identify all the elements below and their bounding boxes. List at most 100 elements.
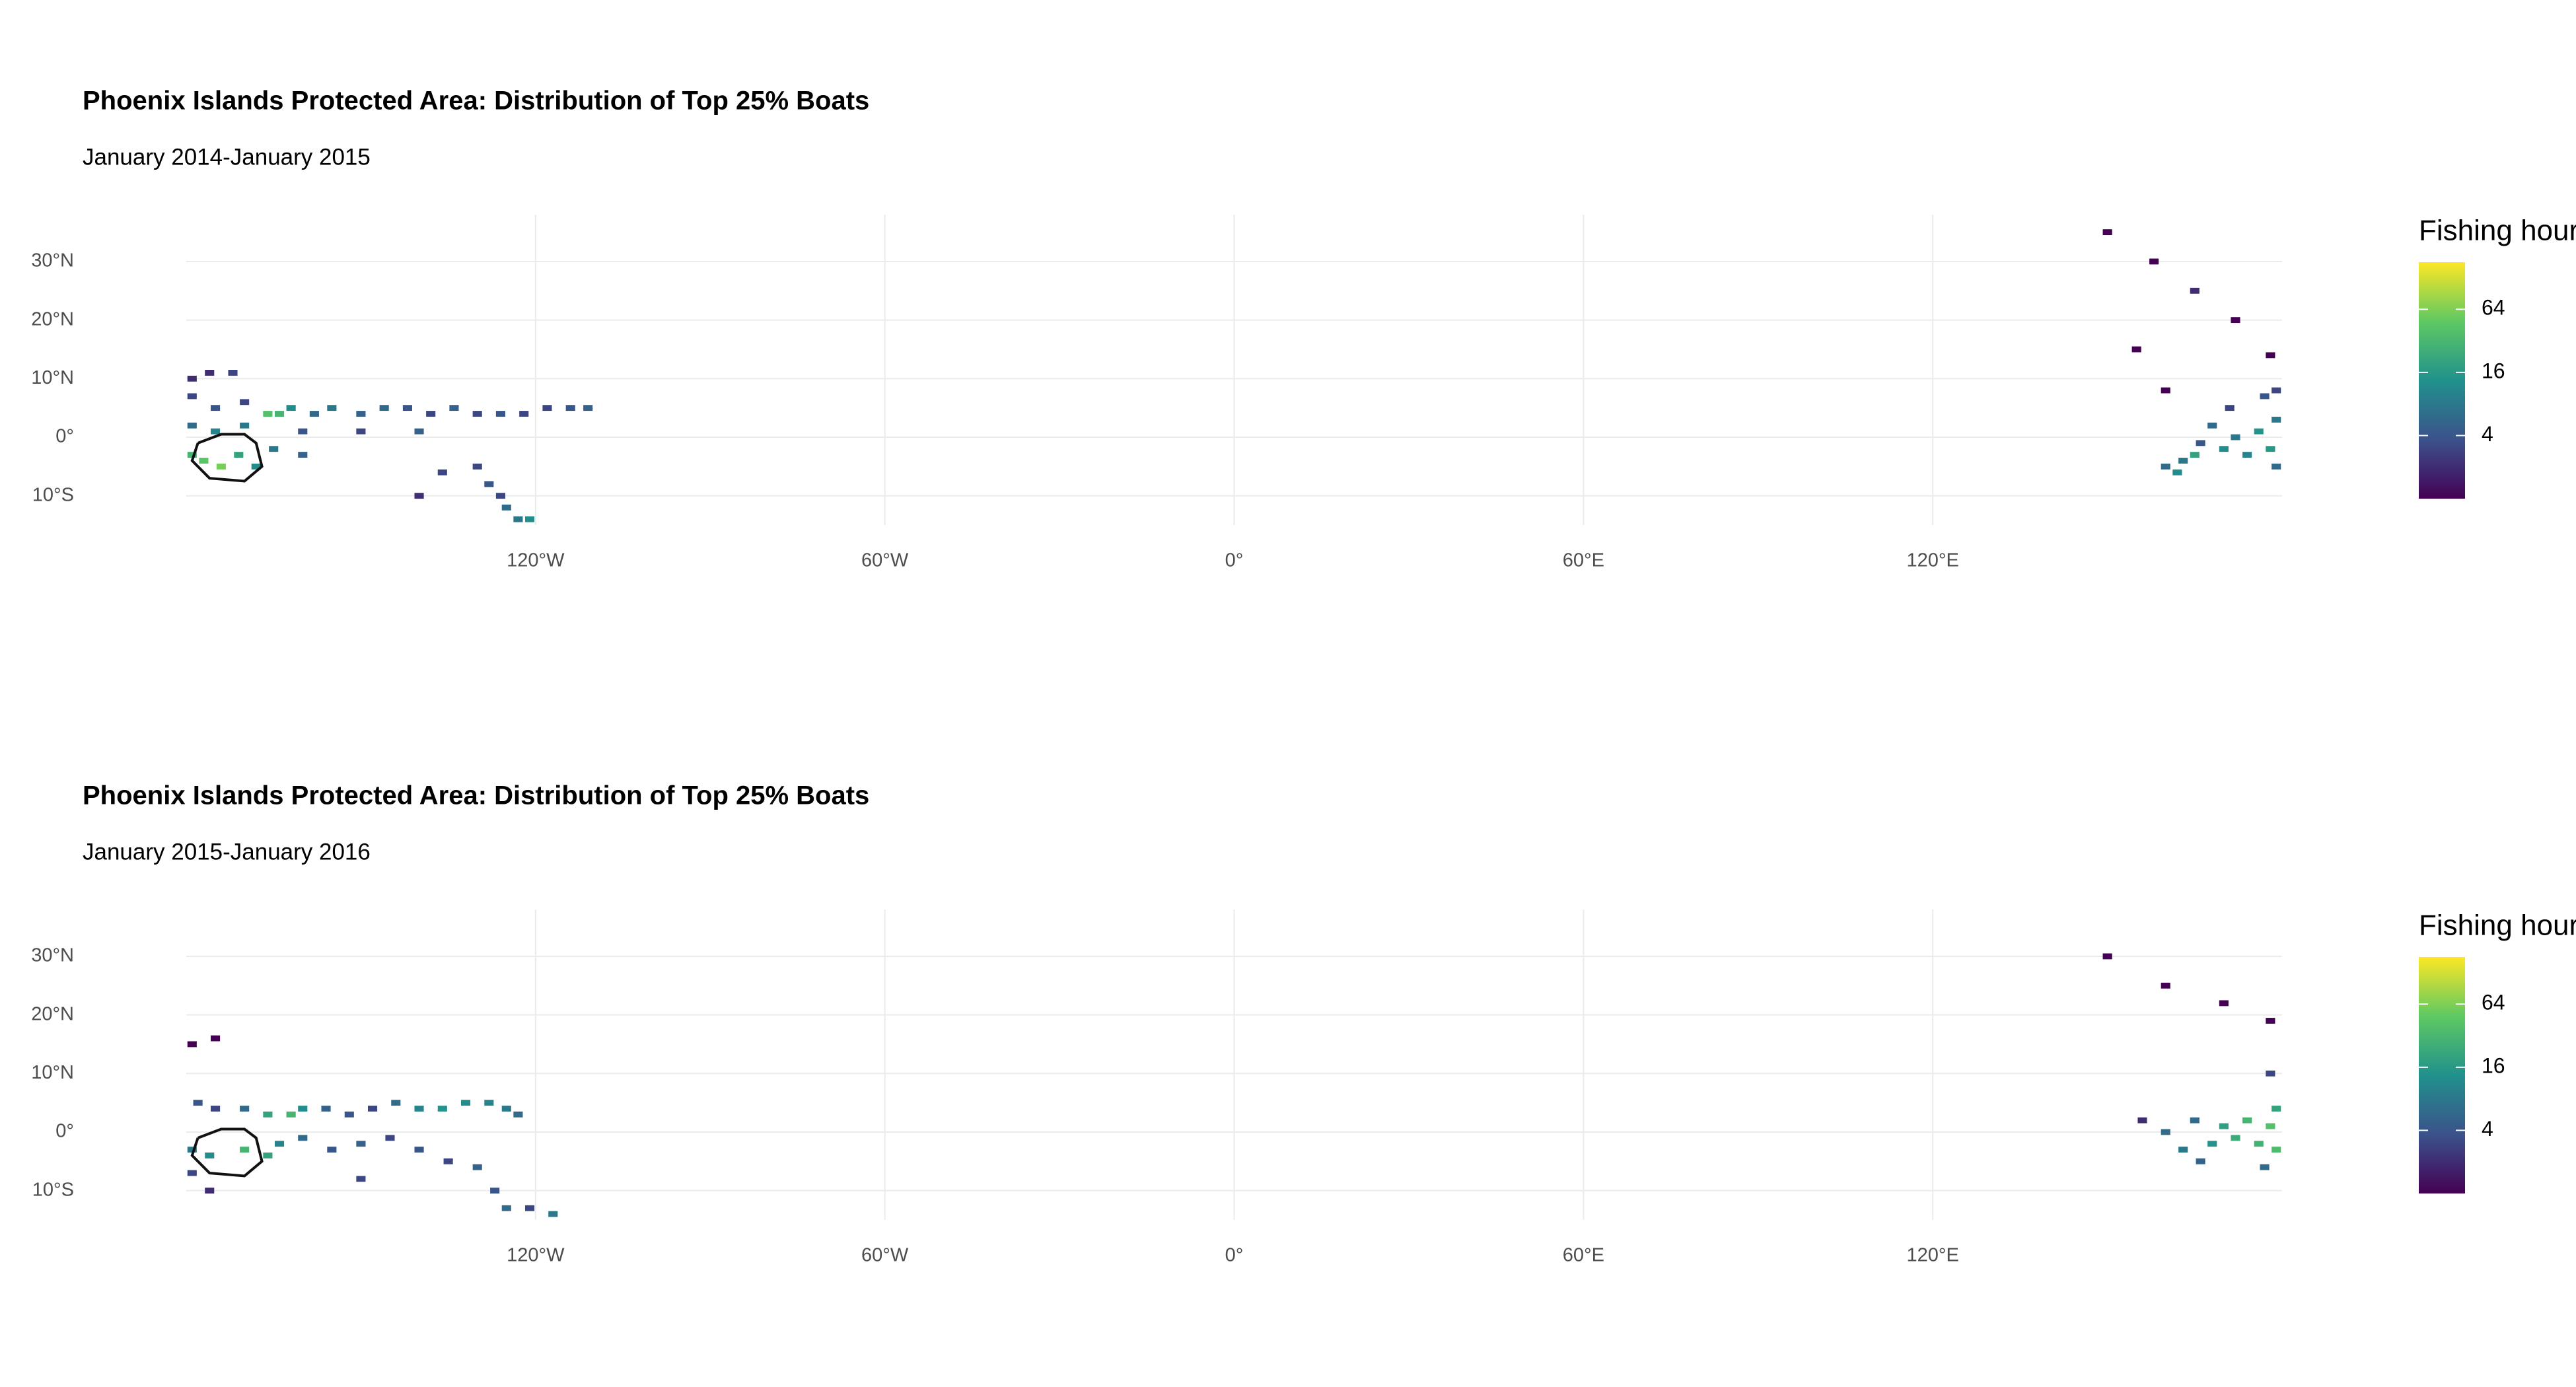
fishing-cell xyxy=(443,1158,453,1164)
fishing-cell xyxy=(472,463,482,470)
fishing-cell xyxy=(205,1153,215,1158)
y-tick-label: 10°N xyxy=(31,367,74,388)
x-tick-label: 0° xyxy=(1225,550,1244,571)
fishing-cell xyxy=(2102,229,2112,236)
fishing-cell xyxy=(298,1135,308,1141)
fishing-cell xyxy=(2178,1147,2188,1153)
fishing-cell xyxy=(513,516,523,522)
fishing-cell xyxy=(565,405,575,411)
fishing-cell xyxy=(286,405,296,411)
fishing-cell xyxy=(205,370,215,376)
fishing-cell xyxy=(205,1188,215,1194)
chart-title: Phoenix Islands Protected Area: Distribu… xyxy=(83,781,869,810)
fishing-cell xyxy=(274,411,285,417)
colorbar-label: 16 xyxy=(2482,359,2505,382)
colorbar-label: 64 xyxy=(2482,991,2505,1014)
fishing-cell xyxy=(2207,1141,2217,1147)
fishing-cell xyxy=(501,1205,511,1211)
fishing-cell xyxy=(187,452,197,458)
fishing-cell xyxy=(263,1153,273,1158)
fishing-cell xyxy=(274,1141,285,1147)
fishing-cell xyxy=(240,1106,250,1112)
fishing-cell xyxy=(228,370,238,376)
legend-title: Fishing hours xyxy=(2419,909,2576,942)
y-tick-label: 20°N xyxy=(31,1003,74,1024)
fishing-cell xyxy=(2266,446,2275,452)
fishing-cell xyxy=(2102,953,2112,960)
fishing-cell xyxy=(286,1111,296,1118)
fishing-cell xyxy=(484,481,494,487)
fishing-cell xyxy=(414,428,424,435)
fishing-cell xyxy=(356,1176,366,1182)
fishing-cell xyxy=(414,493,424,499)
fishing-cell xyxy=(519,411,529,417)
fishing-cell xyxy=(187,393,197,400)
fishing-cell xyxy=(2190,1117,2200,1123)
fishing-cell xyxy=(2131,346,2141,353)
fishing-cell xyxy=(2161,982,2170,989)
y-tick-label: 10°S xyxy=(32,484,74,505)
fishing-cell xyxy=(2260,1164,2270,1170)
fishing-cell xyxy=(513,1111,523,1118)
fishing-cell xyxy=(2231,317,2240,324)
fishing-cell xyxy=(449,405,459,411)
y-tick-label: 10°S xyxy=(32,1179,74,1200)
fishing-cell xyxy=(2196,1158,2205,1164)
fishing-cell xyxy=(344,1111,354,1118)
x-tick-label: 120°W xyxy=(507,1245,565,1266)
fishing-cell xyxy=(490,1188,500,1194)
fishing-cell xyxy=(461,1100,471,1106)
x-tick-label: 60°E xyxy=(1563,1245,1604,1266)
fishing-cell xyxy=(524,516,535,522)
chart-title: Phoenix Islands Protected Area: Distribu… xyxy=(83,87,869,116)
fishing-cell xyxy=(327,1147,337,1153)
fishing-cell xyxy=(199,458,209,464)
fishing-cell xyxy=(2266,1070,2275,1077)
chart-subtitle: January 2014-January 2015 xyxy=(83,144,371,170)
fishing-cell xyxy=(2272,1106,2281,1112)
colorbar xyxy=(2419,957,2465,1193)
fishing-cell xyxy=(211,405,221,411)
fishing-cell xyxy=(2161,387,2170,394)
fishing-cell xyxy=(524,1205,535,1211)
fishing-cell xyxy=(2272,416,2281,423)
x-tick-label: 60°W xyxy=(861,1245,909,1266)
y-tick-label: 10°N xyxy=(31,1062,74,1083)
fishing-cell xyxy=(2161,1129,2170,1135)
fishing-cell xyxy=(211,428,221,435)
y-tick-label: 0° xyxy=(55,426,74,447)
fishing-cell xyxy=(298,428,308,435)
colorbar-label: 16 xyxy=(2482,1053,2505,1077)
fishing-cell xyxy=(2242,1117,2252,1123)
fishing-cell xyxy=(240,1147,250,1153)
fishing-cell xyxy=(298,1106,308,1112)
fishing-cell xyxy=(211,1035,221,1042)
fishing-cell xyxy=(542,405,552,411)
fishing-cell xyxy=(211,1106,221,1112)
fishing-cell xyxy=(356,411,366,417)
x-tick-label: 60°E xyxy=(1563,550,1604,571)
fishing-cell xyxy=(2254,428,2264,435)
fishing-cell xyxy=(240,422,250,429)
fishing-cell xyxy=(2219,446,2229,452)
fishing-cell xyxy=(2161,463,2170,470)
fishing-cell xyxy=(187,1147,197,1153)
fishing-cell xyxy=(2225,405,2235,411)
fishing-cell xyxy=(414,1147,424,1153)
fishing-cell xyxy=(2272,387,2281,394)
fishing-cell xyxy=(2219,1123,2229,1129)
fishing-cell xyxy=(2196,440,2205,446)
y-tick-label: 0° xyxy=(55,1121,74,1142)
fishing-cell xyxy=(2137,1117,2147,1123)
fishing-cell xyxy=(437,1106,447,1112)
x-tick-label: 60°W xyxy=(861,550,909,571)
fishing-cell xyxy=(2149,258,2159,265)
fishing-cell xyxy=(548,1211,558,1217)
fishing-cell xyxy=(414,1106,424,1112)
fishing-cell xyxy=(484,1100,494,1106)
fishing-cell xyxy=(2254,1141,2264,1147)
fishing-cell xyxy=(2190,452,2200,458)
fishing-cell xyxy=(367,1106,378,1112)
fishing-cell xyxy=(2272,1147,2281,1153)
